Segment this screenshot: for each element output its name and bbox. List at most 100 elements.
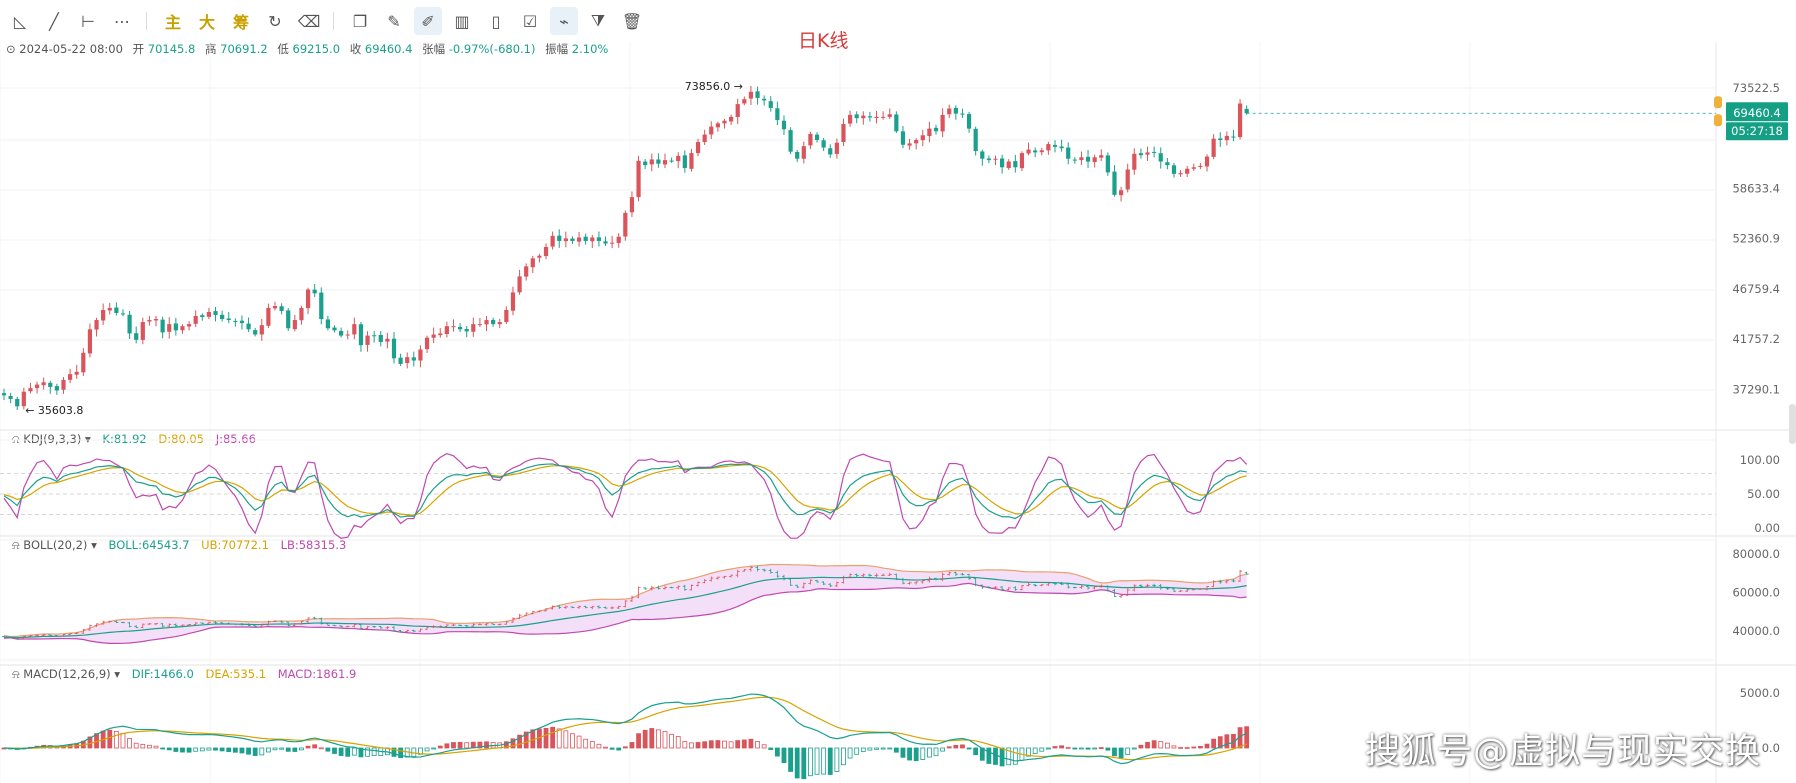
clipboard-icon[interactable]: ▯ <box>491 11 501 31</box>
candle-body <box>167 324 172 332</box>
macd-histogram-bar <box>259 747 265 756</box>
macd-histogram-bar <box>913 747 919 762</box>
chip-distribution-button[interactable]: 筹 <box>232 13 249 32</box>
macd-histogram-bar <box>814 747 820 775</box>
macd-histogram-bar <box>827 747 833 775</box>
candle-body <box>497 322 502 325</box>
candle-body <box>847 114 853 124</box>
macd-histogram-bar <box>900 747 906 758</box>
boll-lb-value: LB:58315.3 <box>280 538 347 552</box>
candle-body <box>914 139 919 144</box>
macd-histogram-bar <box>365 747 370 757</box>
candle-body <box>986 158 991 161</box>
macd-histogram-bar <box>907 747 912 761</box>
big-order-button[interactable]: 大 <box>198 13 215 32</box>
candle-body <box>755 91 760 98</box>
alarm-icon[interactable]: ⍾ <box>12 538 20 552</box>
collapse-icon[interactable]: ⊙ <box>6 42 16 56</box>
macd-histogram-bar <box>1198 745 1203 749</box>
candle-body <box>709 126 714 135</box>
boll-lower-line <box>3 582 1247 645</box>
candles-icon[interactable]: ▥ <box>454 11 470 31</box>
boll-legend: ⍾ BOLL(20,2) ▾ BOLL:64543.7 UB:70772.1 L… <box>12 538 347 552</box>
macd-histogram-bar <box>847 747 853 759</box>
candle-body <box>947 108 952 115</box>
candle-body <box>748 91 754 99</box>
candle-body <box>358 324 364 346</box>
low-value: 69215.0 <box>292 42 341 56</box>
candle-body <box>576 237 582 242</box>
candle-body <box>385 338 390 342</box>
candle-body <box>120 313 126 315</box>
macd-histogram-bar <box>960 744 965 749</box>
candle-body <box>1092 157 1097 163</box>
scroll-handle[interactable] <box>1789 404 1796 444</box>
macd-histogram-bar <box>477 741 483 749</box>
candle-body <box>1145 152 1150 155</box>
macd-histogram-bar <box>669 733 675 749</box>
macd-histogram-bar <box>1164 742 1170 749</box>
trend-line-icon[interactable]: ◺ <box>13 11 27 31</box>
pen-icon[interactable]: ✐ <box>414 7 442 35</box>
macd-histogram-bar <box>424 747 430 752</box>
macd-histogram-bar <box>973 747 979 756</box>
candle-body <box>543 246 549 257</box>
macd-histogram-bar <box>556 728 562 749</box>
macd-histogram-bar <box>642 729 648 749</box>
candle-body <box>762 98 767 101</box>
alert-marker-down <box>1714 114 1722 127</box>
edit-icon[interactable]: ☑ <box>522 11 538 31</box>
candle-body <box>808 133 813 146</box>
more-dots-icon[interactable]: ⋯ <box>114 11 130 31</box>
candle-body <box>1244 108 1249 114</box>
macd-histogram-bar <box>1184 746 1190 749</box>
macd-tick-label: 0.0 <box>1762 741 1780 755</box>
main-indicator-button[interactable]: 主 <box>164 13 181 32</box>
candle-body <box>570 238 575 241</box>
candle-body <box>821 140 826 148</box>
price-tick-label: 37290.1 <box>1732 382 1780 396</box>
candle-body <box>1105 155 1110 173</box>
macd-histogram-bar <box>444 743 450 749</box>
macd-histogram-bar <box>629 742 635 749</box>
alarm-icon[interactable]: ⍾ <box>12 667 20 681</box>
candle-body <box>220 314 225 320</box>
macd-histogram-bar <box>285 747 291 752</box>
macd-histogram-bar <box>874 747 879 750</box>
candle-body <box>867 116 873 118</box>
kdj-name[interactable]: KDJ(9,3,3) <box>23 432 82 446</box>
candle-body <box>1000 158 1005 168</box>
macd-histogram-bar <box>563 730 569 749</box>
candle-body <box>510 292 516 311</box>
price-tick-label: 46759.4 <box>1732 282 1780 296</box>
eraser-icon[interactable]: ⌫ <box>297 11 321 31</box>
macd-histogram-bar <box>332 747 337 754</box>
candle-body <box>1039 150 1044 153</box>
alarm-icon[interactable]: ⍾ <box>12 432 20 446</box>
ray-line-icon[interactable]: ╱ <box>49 11 59 31</box>
macd-histogram-bar <box>239 747 245 754</box>
trash-icon[interactable]: 🗑 <box>621 11 643 31</box>
filter-icon[interactable]: ⧩ <box>590 11 606 30</box>
candle-body <box>87 329 93 354</box>
macd-histogram-bar <box>180 747 185 753</box>
refresh-icon[interactable]: ↻ <box>268 11 282 31</box>
macd-histogram-bar <box>774 747 780 757</box>
macd-histogram-bar <box>834 747 840 772</box>
macd-histogram-bar <box>199 747 205 752</box>
macd-name[interactable]: MACD(12,26,9) <box>23 667 111 681</box>
candle-body <box>682 155 687 169</box>
kdj-tick-label: 100.00 <box>1740 453 1780 467</box>
macd-histogram-bar <box>741 739 747 749</box>
change-label: 张幅 <box>422 42 446 56</box>
boll-name[interactable]: BOLL(20,2) <box>23 538 88 552</box>
price-tick-label: 58633.4 <box>1732 181 1780 195</box>
macd-histogram-bar <box>715 740 721 749</box>
horizontal-segment-icon[interactable]: ⊢ <box>81 11 95 31</box>
ruler-icon[interactable]: ✎ <box>387 11 401 31</box>
copy-icon[interactable]: ❐ <box>352 11 368 31</box>
candle-body <box>391 338 397 359</box>
magnet-icon[interactable]: ⌁ <box>550 7 578 35</box>
macd-histogram-bar <box>265 747 271 753</box>
